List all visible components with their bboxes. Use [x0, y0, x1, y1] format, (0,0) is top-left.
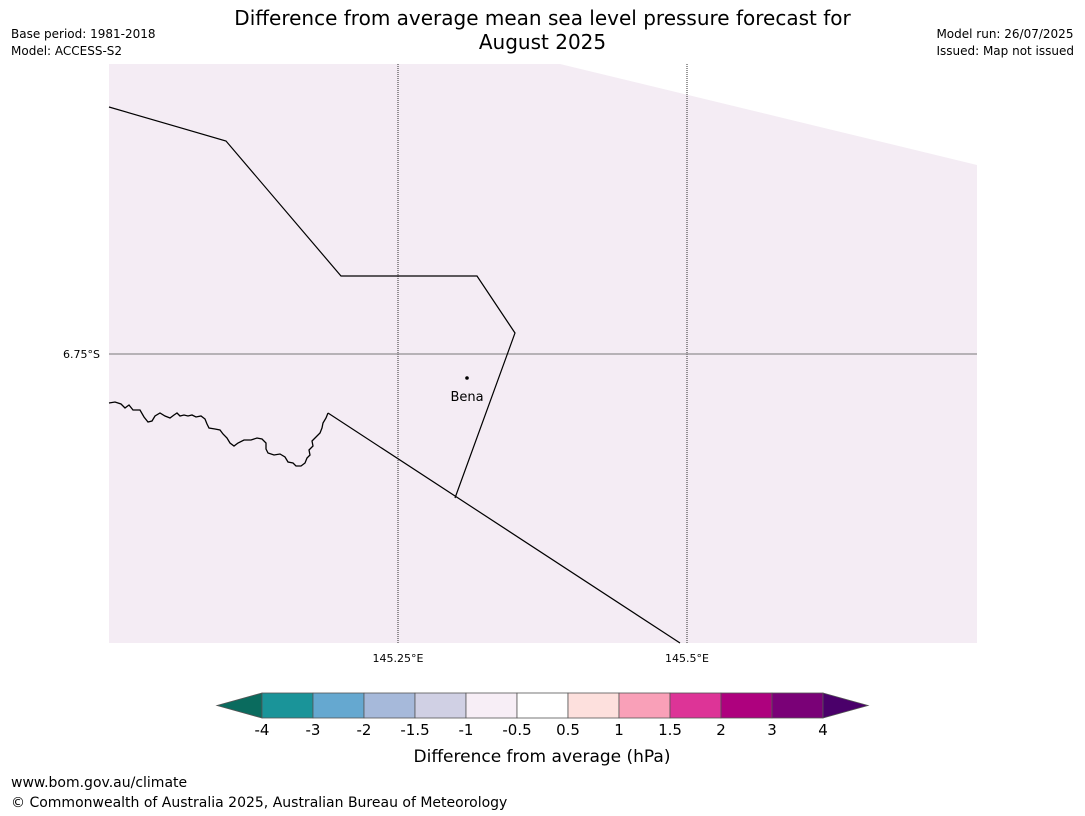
longitude-label-145-25: 145.25°E: [373, 652, 424, 665]
colorbar-tick-label: 1: [614, 721, 624, 739]
colorbar-segment: [465, 692, 518, 719]
colorbar-segment: [567, 692, 620, 719]
map-title: Difference from average mean sea level p…: [0, 6, 1085, 54]
title-line-2: August 2025: [478, 30, 607, 54]
issued-status: Issued: Map not issued: [936, 44, 1074, 58]
colorbar-segments: [261, 692, 824, 719]
colorbar-segment: [720, 692, 773, 719]
colorbar-label: Difference from average (hPa): [414, 747, 671, 767]
title-line-1: Difference from average mean sea level p…: [234, 6, 851, 30]
map-panel: Bena 6.75°S 145.25°E 145.5°E: [63, 64, 977, 665]
boundary-line-south: [327, 412, 681, 644]
town-marker-bena: [465, 376, 469, 380]
colorbar-segment: [363, 692, 416, 719]
colorbar-tick-label: 1.5: [658, 721, 682, 739]
meta-left: Base period: 1981-2018 Model: ACCESS-S2: [11, 26, 156, 60]
colorbar-segment: [414, 692, 467, 719]
longitude-label-145-5: 145.5°E: [665, 652, 709, 665]
colorbar-tick-label: 3: [767, 721, 777, 739]
colorbar-tick-labels: -4 -3 -2 -1.5 -1 -0.5 0.5 1 1.5 2 3 4: [255, 721, 828, 739]
colorbar-segment: [618, 692, 671, 719]
town-label-bena: Bena: [450, 390, 483, 405]
colorbar: -4 -3 -2 -1.5 -1 -0.5 0.5 1 1.5 2 3 4 Difference fr…: [215, 692, 870, 767]
footer-copyright: © Commonwealth of Australia 2025, Austra…: [11, 795, 508, 811]
colorbar-tick-label: -1: [459, 721, 474, 739]
colorbar-segment: [516, 692, 569, 719]
colorbar-segment: [771, 692, 824, 719]
colorbar-segment: [261, 692, 314, 719]
colorbar-tick-label: -3: [306, 721, 321, 739]
colorbar-segment: [312, 692, 365, 719]
boundary-line: [108, 106, 516, 499]
colorbar-tick-label: -1.5: [400, 721, 429, 739]
coastline: [108, 401, 329, 467]
colorbar-high-extend: [822, 692, 870, 719]
colorbar-segment: [669, 692, 722, 719]
model-name: Model: ACCESS-S2: [11, 44, 123, 58]
footer-url: www.bom.gov.au/climate: [11, 775, 188, 791]
colorbar-tick-label: 2: [716, 721, 726, 739]
colorbar-tick-label: -4: [255, 721, 270, 739]
colorbar-tick-label: 0.5: [556, 721, 580, 739]
model-run: Model run: 26/07/2025: [936, 27, 1074, 41]
colorbar-low-extend: [215, 692, 263, 719]
colorbar-tick-label: 4: [818, 721, 828, 739]
colorbar-tick-label: -0.5: [502, 721, 531, 739]
meta-right: Model run: 26/07/2025 Issued: Map not is…: [936, 26, 1074, 60]
latitude-label: 6.75°S: [63, 348, 100, 361]
base-period: Base period: 1981-2018: [11, 27, 156, 41]
colorbar-tick-label: -2: [357, 721, 372, 739]
